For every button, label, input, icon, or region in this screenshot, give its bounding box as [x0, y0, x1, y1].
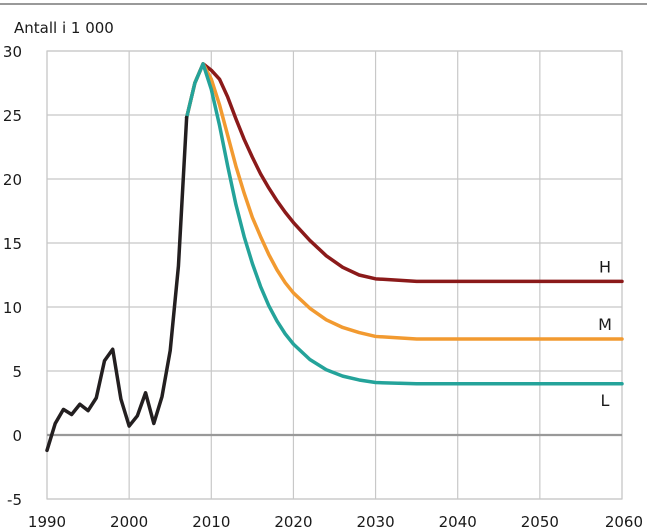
x-tick-label-1: 2000: [110, 513, 148, 531]
x-tick-label-3: 2020: [274, 513, 312, 531]
series-labels: H M L: [598, 257, 612, 409]
y-tick-labels: -5 0 5 10 15 20 25 30: [3, 43, 22, 509]
series-line-historical: [45, 115, 189, 453]
x-tick-label-5: 2040: [439, 513, 477, 531]
y-tick-label-0: -5: [7, 491, 22, 509]
x-tick-label-0: 1990: [28, 513, 66, 531]
y-tick-label-2: 5: [12, 363, 22, 381]
y-tick-label-3: 10: [3, 299, 22, 317]
y-tick-label-5: 20: [3, 171, 22, 189]
grid: [46, 50, 623, 500]
x-tick-label-7: 2060: [605, 513, 643, 531]
y-tick-label-1: 0: [12, 427, 22, 445]
series-label-l: L: [601, 391, 610, 410]
x-tick-label-6: 2050: [521, 513, 559, 531]
x-tick-label-2: 2010: [192, 513, 230, 531]
y-tick-label-4: 15: [3, 235, 22, 253]
unit-label: Antall i 1 000: [14, 19, 114, 37]
series-lines: [45, 62, 624, 453]
series-line-h: [184, 62, 624, 284]
plot-frame: [46, 50, 623, 500]
series-line-l: [184, 62, 624, 386]
x-tick-label-4: 2030: [356, 513, 394, 531]
series-label-m: M: [598, 315, 612, 334]
y-tick-label-7: 30: [3, 43, 22, 61]
series-label-h: H: [599, 257, 611, 276]
y-tick-label-6: 25: [3, 107, 22, 125]
x-tick-labels: 1990 2000 2010 2020 2030 2040 2050 2060: [28, 513, 643, 531]
series-line-m: [184, 62, 624, 341]
